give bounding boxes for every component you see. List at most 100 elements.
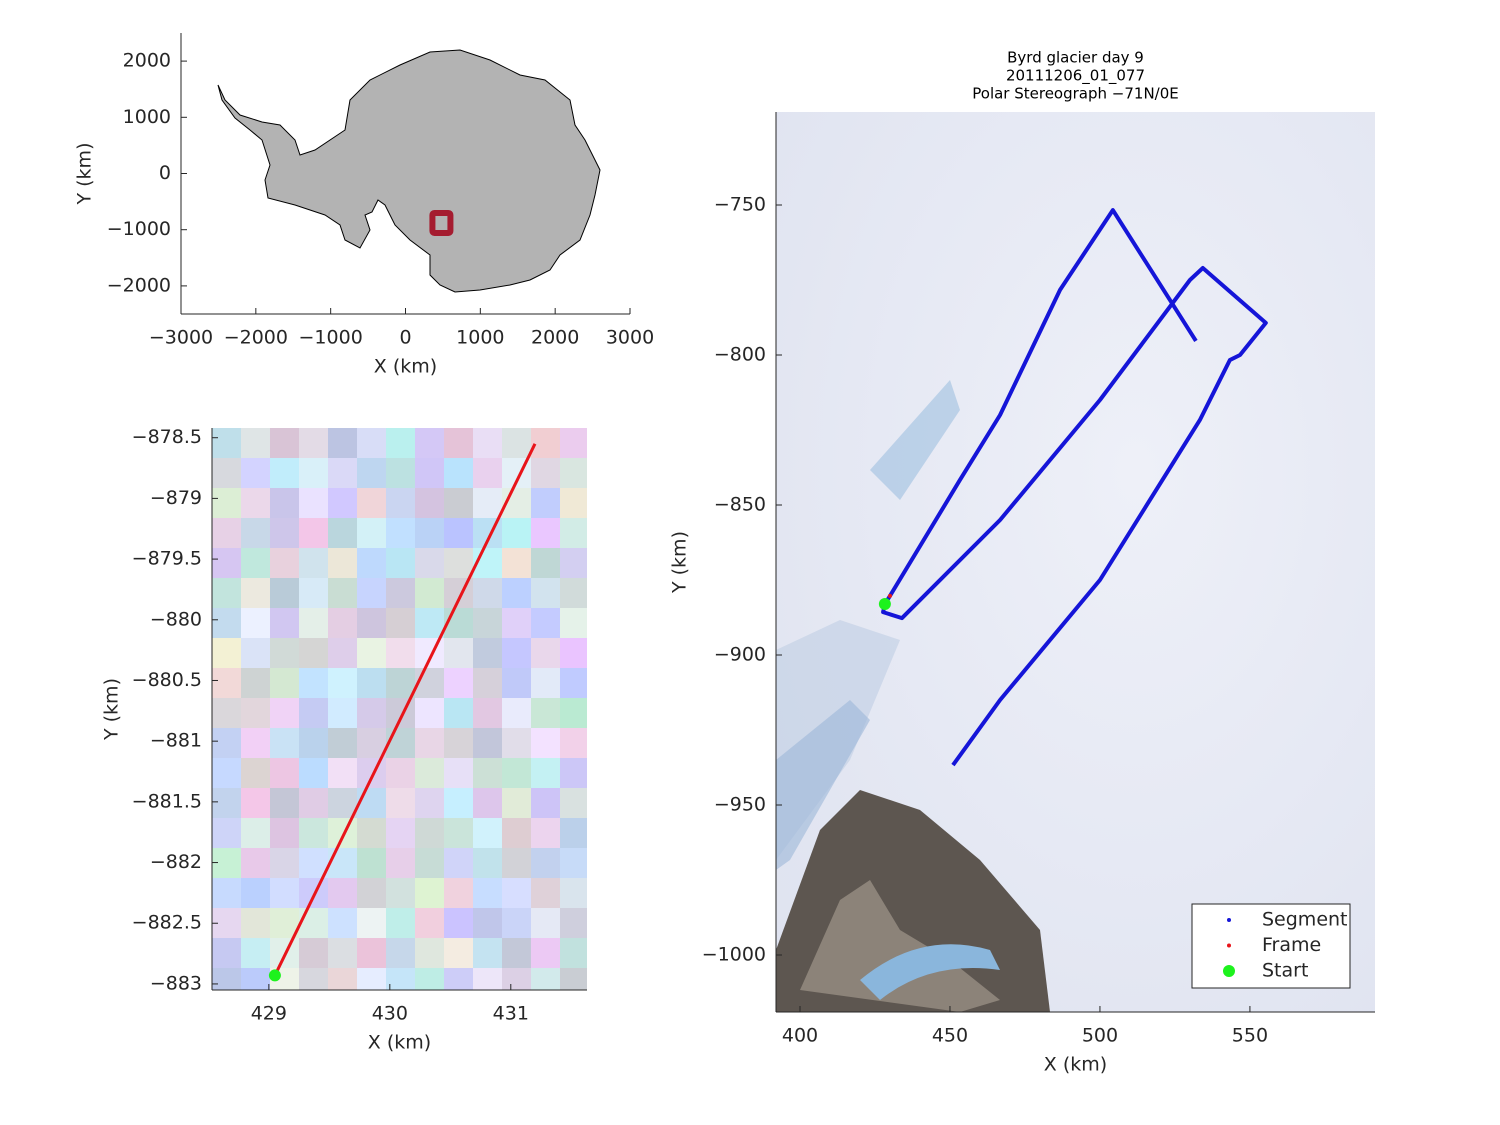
x-axis-label: X (km) (1044, 1054, 1107, 1076)
image-tile (444, 878, 473, 908)
image-tile (560, 728, 587, 758)
image-tile (241, 428, 270, 458)
image-tile (531, 668, 560, 698)
image-tile (444, 788, 473, 818)
image-tile (212, 458, 241, 488)
image-tile (531, 638, 560, 668)
image-tile (241, 938, 270, 968)
image-tile (299, 878, 328, 908)
image-tile (444, 908, 473, 938)
image-tile (473, 428, 502, 458)
image-tile (328, 728, 357, 758)
image-tile (241, 698, 270, 728)
image-tile (502, 428, 531, 458)
image-tile (560, 638, 587, 668)
image-tile (473, 638, 502, 668)
image-tile (299, 548, 328, 578)
legend-marker (1223, 965, 1235, 977)
y-axis-label: Y (km) (74, 143, 96, 206)
image-tile (415, 638, 444, 668)
y-tick-label: −750 (714, 194, 766, 216)
x-tick-label: 550 (1232, 1025, 1268, 1047)
image-tile (444, 458, 473, 488)
image-tile (560, 908, 587, 938)
image-tile (386, 728, 415, 758)
image-tile (328, 788, 357, 818)
image-tile (444, 518, 473, 548)
image-tile (270, 878, 299, 908)
image-tile (415, 488, 444, 518)
image-tile (328, 758, 357, 788)
image-tile (415, 788, 444, 818)
image-tile (328, 878, 357, 908)
image-tile (415, 818, 444, 848)
image-tile (299, 758, 328, 788)
y-tick-label: −881 (150, 730, 202, 752)
image-tile (270, 608, 299, 638)
image-tile (531, 848, 560, 878)
image-tile (531, 908, 560, 938)
x-tick-label: 430 (372, 1003, 408, 1025)
image-tile (241, 608, 270, 638)
x-tick-label: 500 (1082, 1025, 1118, 1047)
chart-title: Polar Stereograph −71N/0E (972, 85, 1178, 103)
image-tile (502, 758, 531, 788)
y-axis-label: Y (km) (669, 531, 691, 594)
image-tile (357, 728, 386, 758)
x-axis-label: X (km) (374, 356, 437, 378)
image-tile (328, 698, 357, 728)
image-tile (357, 428, 386, 458)
image-tile (502, 788, 531, 818)
image-tile (386, 428, 415, 458)
image-tile (328, 848, 357, 878)
image-tile (212, 698, 241, 728)
x-tick-label: 2000 (531, 327, 579, 349)
image-tile (415, 728, 444, 758)
legend-label: Segment (1262, 909, 1348, 931)
y-tick-label: −2000 (107, 274, 171, 296)
image-tile (386, 968, 415, 990)
image-tile (415, 548, 444, 578)
image-tile (241, 728, 270, 758)
image-tile (386, 758, 415, 788)
image-tile (357, 458, 386, 488)
x-tick-label: 1000 (456, 327, 504, 349)
image-tile (444, 668, 473, 698)
image-tile (415, 758, 444, 788)
image-tile (299, 968, 328, 990)
image-tile (560, 758, 587, 788)
y-tick-label: −880.5 (132, 669, 202, 691)
image-tile (444, 758, 473, 788)
image-tile (328, 518, 357, 548)
image-tile (299, 698, 328, 728)
legend-box (1191, 903, 1351, 989)
image-tile (415, 908, 444, 938)
image-tile (560, 968, 587, 990)
x-tick-label: 3000 (606, 327, 654, 349)
image-tile (299, 518, 328, 548)
image-tile (241, 578, 270, 608)
image-tile (415, 668, 444, 698)
image-tile (386, 848, 415, 878)
image-tile (328, 488, 357, 518)
image-tile (473, 458, 502, 488)
image-tile (328, 668, 357, 698)
image-tile (444, 548, 473, 578)
image-tile (531, 488, 560, 518)
image-tile (415, 608, 444, 638)
image-tile (386, 458, 415, 488)
image-tile (299, 638, 328, 668)
image-tile (560, 698, 587, 728)
image-tile (531, 698, 560, 728)
image-tile (328, 548, 357, 578)
image-tile (473, 758, 502, 788)
image-tile (560, 548, 587, 578)
image-tile (357, 668, 386, 698)
image-tile (357, 938, 386, 968)
y-tick-label: −1000 (107, 218, 171, 240)
image-tile (444, 488, 473, 518)
image-tile (531, 788, 560, 818)
image-tile (473, 788, 502, 818)
image-tile (212, 578, 241, 608)
